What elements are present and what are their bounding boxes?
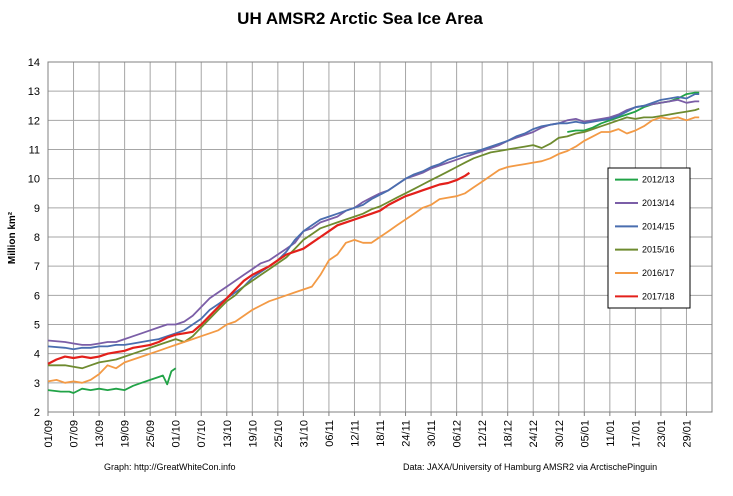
x-tick-label: 30/11 xyxy=(426,420,438,447)
y-tick-label: 11 xyxy=(29,145,40,157)
x-tick-label: 13/10 xyxy=(222,420,234,448)
x-tick-label: 12/11 xyxy=(349,420,361,447)
legend-label-2014-15: 2014/15 xyxy=(642,221,675,231)
y-axis-label: Million km² xyxy=(7,211,18,264)
y-tick-label: 7 xyxy=(34,261,40,273)
x-tick-label: 29/01 xyxy=(681,420,693,448)
series-line-2014-15 xyxy=(47,93,700,351)
y-tick-label: 14 xyxy=(28,57,40,69)
y-tick-label: 8 xyxy=(34,232,40,244)
series-line-2012-13 xyxy=(47,367,177,394)
x-tick-label: 31/10 xyxy=(298,420,310,448)
x-tick-label: 19/10 xyxy=(247,420,259,448)
x-tick-label: 11/01 xyxy=(605,420,617,447)
x-tick-label: 01/10 xyxy=(171,420,183,448)
plot-area-border xyxy=(47,61,713,413)
footer-source: Data: JAXA/University of Hamburg AMSR2 v… xyxy=(403,462,657,472)
legend-label-2016-17: 2016/17 xyxy=(642,268,675,278)
legend-box xyxy=(607,167,691,309)
y-tick-label: 13 xyxy=(28,86,40,98)
y-tick-label: 5 xyxy=(34,320,40,332)
x-tick-label: 01/09 xyxy=(43,420,55,448)
x-tick-label: 13/09 xyxy=(94,420,106,448)
x-tick-label: 06/11 xyxy=(324,420,336,447)
x-tick-label: 18/11 xyxy=(375,420,387,447)
y-tick-label: 3 xyxy=(34,378,40,390)
series-line-2013-14 xyxy=(47,99,700,346)
y-tick-label: 10 xyxy=(28,174,40,186)
y-tick-label: 9 xyxy=(34,203,40,215)
y-tick-label: 6 xyxy=(34,290,40,302)
series-lines xyxy=(47,91,700,394)
axes: 2 3 4 5 6 7 8 9 10 11 12 13 14 01/09 07/09 13/09 19/09 25… xyxy=(28,57,713,448)
series-line-2016-17 xyxy=(47,116,700,384)
x-tick-label: 06/12 xyxy=(452,420,464,448)
y-tick-label: 2 xyxy=(34,407,40,419)
x-tick-label: 12/12 xyxy=(477,420,489,448)
x-tick-label: 25/10 xyxy=(273,420,285,448)
legend: 2012/13 2013/14 2014/15 2015/16 2016/17 2017/… xyxy=(607,167,691,309)
x-tick-label: 25/09 xyxy=(145,420,157,448)
x-tick-label: 18/12 xyxy=(503,420,515,448)
legend-label-2017-18: 2017/18 xyxy=(642,291,675,301)
chart-title: UH AMSR2 Arctic Sea Ice Area xyxy=(237,9,483,28)
x-tick-label: 07/10 xyxy=(196,420,208,448)
footer-credit: Graph: http://GreatWhiteCon.info xyxy=(104,462,236,472)
x-tick-label: 30/12 xyxy=(554,420,566,448)
x-tick-label: 24/12 xyxy=(528,420,540,448)
x-tick-label: 17/01 xyxy=(630,420,642,448)
x-tick-label: 05/01 xyxy=(579,420,591,448)
series-line-2015-16 xyxy=(48,107,700,370)
legend-label-2015-16: 2015/16 xyxy=(642,245,675,255)
y-tick-label: 4 xyxy=(34,349,40,361)
legend-label-2012-13: 2012/13 xyxy=(642,175,675,185)
x-tick-label: 24/11 xyxy=(401,420,413,447)
series-line-2017-18 xyxy=(47,171,471,365)
x-tick-label: 23/01 xyxy=(656,420,668,448)
x-tick-label: 19/09 xyxy=(120,420,132,448)
legend-label-2013-14: 2013/14 xyxy=(642,198,675,208)
x-tick-label: 07/09 xyxy=(69,420,81,448)
y-tick-label: 12 xyxy=(28,115,40,127)
